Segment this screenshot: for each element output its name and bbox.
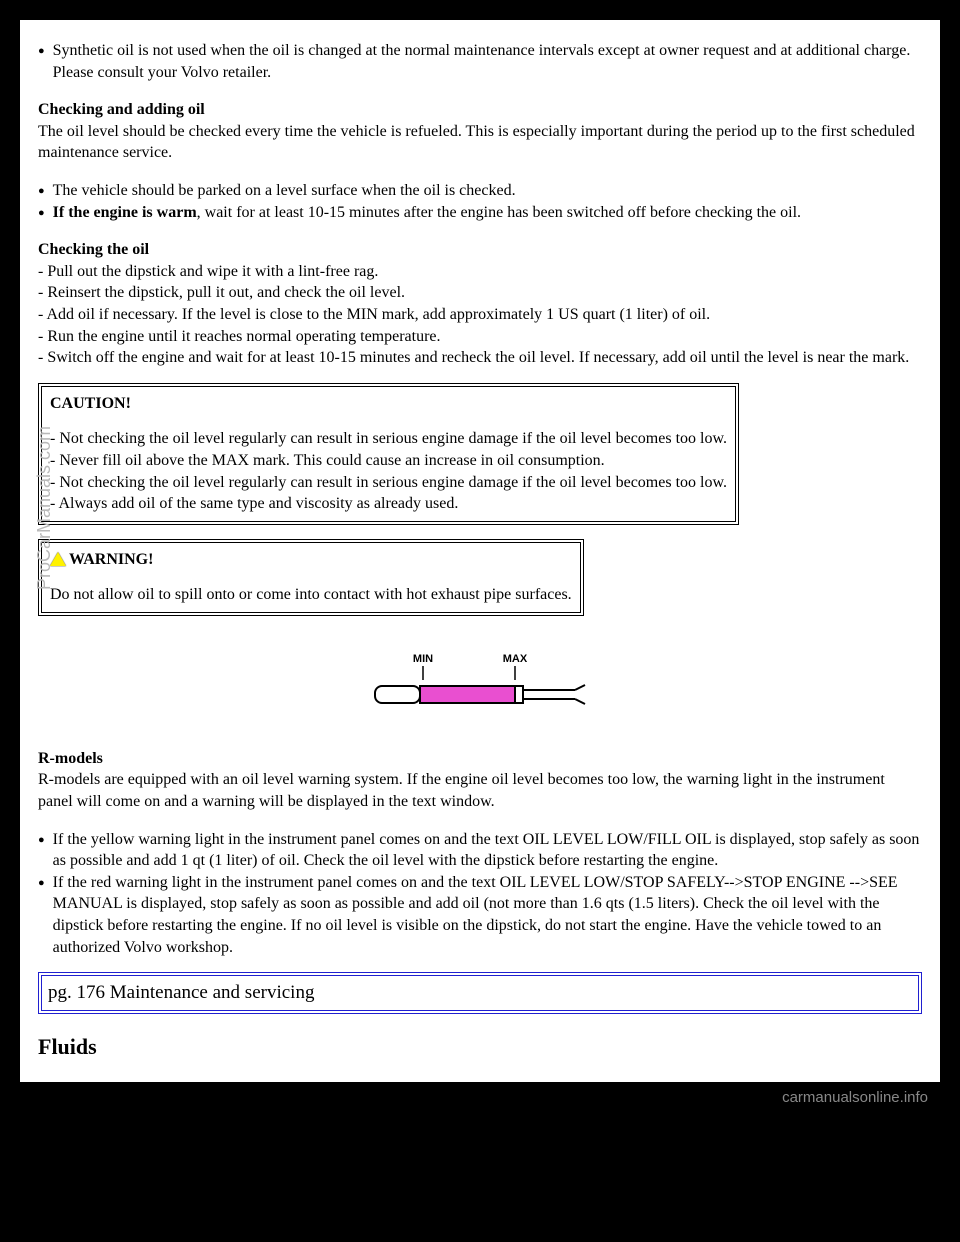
section1-body: The oil level should be checked every ti… xyxy=(38,121,922,164)
bullet-icon: ● xyxy=(38,180,53,202)
section2-l4: - Run the engine until it reaches normal… xyxy=(38,326,922,348)
section1-bullet1: ● The vehicle should be parked on a leve… xyxy=(38,180,922,202)
warning-triangle-icon xyxy=(50,552,66,566)
dipstick-svg: MIN MAX xyxy=(365,652,595,712)
dipstick-min-label: MIN xyxy=(413,653,433,665)
footer-url: carmanualsonline.info xyxy=(20,1082,940,1112)
rmodels-body: R-models are equipped with an oil level … xyxy=(38,769,922,812)
section2-l5: - Switch off the engine and wait for at … xyxy=(38,347,922,369)
dipstick-max-label: MAX xyxy=(503,653,528,665)
caution-title: CAUTION! xyxy=(50,393,727,415)
fluids-heading: Fluids xyxy=(38,1032,922,1062)
page-reference-box: pg. 176 Maintenance and servicing xyxy=(38,972,922,1014)
intro-text: Synthetic oil is not used when the oil i… xyxy=(53,40,922,83)
section1-bullet2-text: If the engine is warm, wait for at least… xyxy=(53,202,801,224)
warning-title: WARNING! xyxy=(50,549,572,571)
rmodels-bullet2-text: If the red warning light in the instrume… xyxy=(53,872,922,958)
warning-box: WARNING! Do not allow oil to spill onto … xyxy=(38,539,584,616)
bullet-icon: ● xyxy=(38,202,53,224)
warning-body: Do not allow oil to spill onto or come i… xyxy=(50,584,572,606)
rmodels-bullet1: ● If the yellow warning light in the ins… xyxy=(38,829,922,872)
section1-bullet1-text: The vehicle should be parked on a level … xyxy=(53,180,516,202)
section1-heading: Checking and adding oil xyxy=(38,99,922,121)
section2-heading: Checking the oil xyxy=(38,239,922,261)
bullet-icon: ● xyxy=(38,40,53,83)
section1-bullet2: ● If the engine is warm, wait for at lea… xyxy=(38,202,922,224)
rmodels-bullet1-text: If the yellow warning light in the instr… xyxy=(53,829,922,872)
rmodels-heading: R-models xyxy=(38,748,922,770)
caution-l2: - Never fill oil above the MAX mark. Thi… xyxy=(50,450,727,472)
caution-l4: - Always add oil of the same type and vi… xyxy=(50,493,727,515)
caution-box: CAUTION! - Not checking the oil level re… xyxy=(38,383,739,525)
section2-l3: - Add oil if necessary. If the level is … xyxy=(38,304,922,326)
bullet-icon: ● xyxy=(38,872,53,958)
section2-l2: - Reinsert the dipstick, pull it out, an… xyxy=(38,282,922,304)
intro-bullet: ● Synthetic oil is not used when the oil… xyxy=(38,40,922,83)
bullet-icon: ● xyxy=(38,829,53,872)
manual-page: ● Synthetic oil is not used when the oil… xyxy=(20,20,940,1082)
caution-l3: - Not checking the oil level regularly c… xyxy=(50,472,727,494)
caution-l1: - Not checking the oil level regularly c… xyxy=(50,428,727,450)
rmodels-bullet2: ● If the red warning light in the instru… xyxy=(38,872,922,958)
section2-l1: - Pull out the dipstick and wipe it with… xyxy=(38,261,922,283)
dipstick-figure: MIN MAX xyxy=(38,652,922,712)
